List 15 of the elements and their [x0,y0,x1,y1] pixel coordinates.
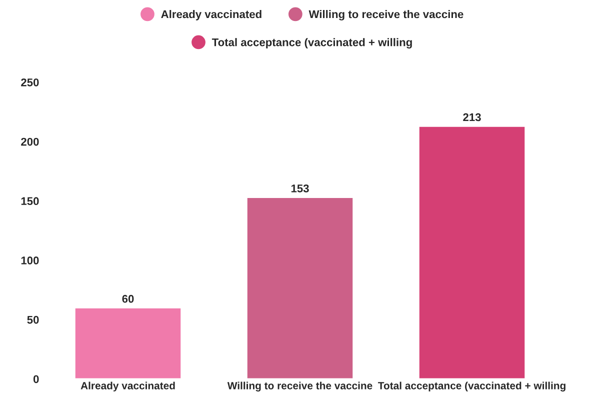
data-label: 153 [291,184,309,192]
x-tick-label: Already vaccinated [80,382,175,392]
y-tick-label: 100 [21,256,39,264]
legend-label: Already vaccinated [161,10,262,20]
y-tick-label: 250 [21,78,39,86]
y-tick-label: 200 [21,138,39,146]
data-label: 213 [463,113,481,122]
y-tick-label: 50 [27,316,39,324]
legend-label: Total acceptance (vaccinated + willing [212,38,412,48]
y-tick-label: 150 [21,197,39,206]
legend-label: Willing to receive the vaccine [308,10,464,20]
data-label: 60 [122,294,134,303]
x-tick-label: Total acceptance (vaccinated + willing [378,382,566,392]
x-tick-label: Willing to receive the vaccine [227,382,372,392]
y-tick-label: 0 [33,375,39,384]
